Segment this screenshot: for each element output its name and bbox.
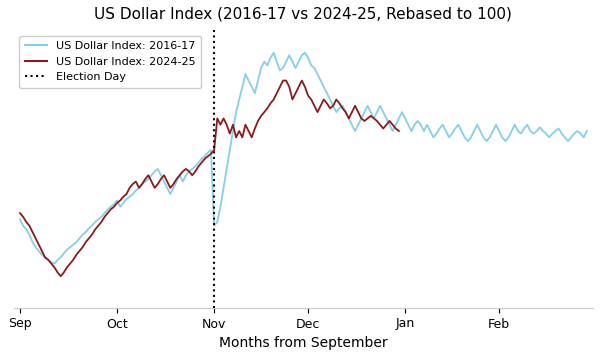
Title: US Dollar Index (2016-17 vs 2024-25, Rebased to 100): US Dollar Index (2016-17 vs 2024-25, Reb…	[94, 7, 512, 22]
Legend: US Dollar Index: 2016-17, US Dollar Index: 2024-25, Election Day: US Dollar Index: 2016-17, US Dollar Inde…	[19, 36, 201, 88]
X-axis label: Months from September: Months from September	[219, 336, 388, 350]
